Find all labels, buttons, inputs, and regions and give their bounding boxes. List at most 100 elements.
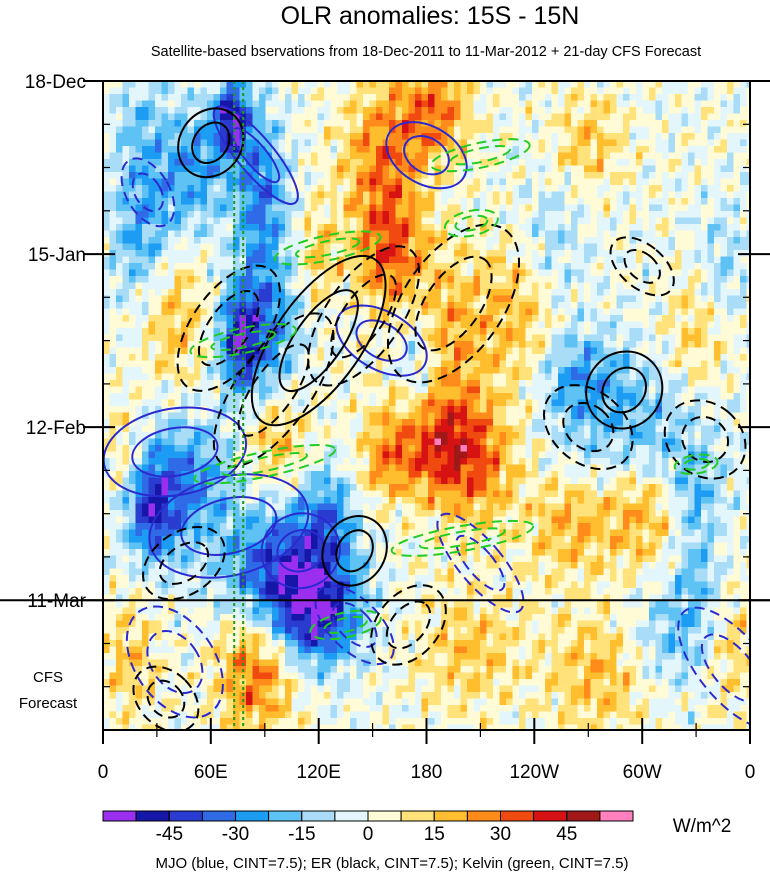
field-cell [486, 204, 494, 212]
field-cell [662, 159, 670, 167]
field-cell [486, 120, 494, 128]
field-cell [571, 113, 579, 121]
field-cell [311, 165, 319, 173]
field-cell [155, 126, 163, 134]
field-cell [740, 224, 748, 232]
field-cell [525, 386, 533, 394]
field-cell [467, 282, 475, 290]
field-cell [363, 178, 371, 186]
field-cell [493, 191, 501, 199]
field-cell [428, 198, 436, 206]
field-cell [317, 211, 325, 219]
field-cell [330, 100, 338, 108]
field-cell [434, 367, 442, 375]
field-cell [486, 341, 494, 349]
field-cell [558, 191, 566, 199]
field-cell [174, 373, 182, 381]
field-cell [200, 282, 208, 290]
field-cell [421, 87, 429, 95]
field-cell [558, 393, 566, 401]
field-cell [733, 178, 741, 186]
field-cell [395, 230, 403, 238]
field-cell [564, 172, 572, 180]
field-cell [740, 191, 748, 199]
field-cell [740, 230, 748, 238]
field-cell [551, 341, 559, 349]
field-cell [350, 380, 358, 388]
field-cell [402, 211, 410, 219]
field-cell [519, 282, 527, 290]
field-cell [447, 185, 455, 193]
field-cell [746, 211, 750, 219]
field-cell [285, 224, 293, 232]
field-cell [259, 282, 267, 290]
field-cell [434, 94, 442, 102]
field-cell [694, 347, 702, 355]
field-cell [174, 133, 182, 141]
field-cell [746, 373, 750, 381]
field-cell [740, 87, 748, 95]
field-cell [291, 250, 299, 258]
field-cell [746, 237, 750, 245]
field-cell [740, 237, 748, 245]
field-cell [460, 373, 468, 381]
field-cell [733, 250, 741, 258]
field-cell [415, 399, 423, 407]
field-cell [740, 282, 748, 290]
field-cell [655, 139, 663, 147]
field-cell [629, 139, 637, 147]
field-cell [291, 224, 299, 232]
field-cell [408, 243, 416, 251]
field-cell [740, 360, 748, 368]
field-cell [668, 243, 676, 251]
field-cell [200, 120, 208, 128]
field-cell [668, 269, 676, 277]
field-cell [480, 100, 488, 108]
field-cell [538, 373, 546, 381]
field-cell [324, 263, 332, 271]
field-cell [447, 328, 455, 336]
field-cell [278, 191, 286, 199]
field-cell [512, 289, 520, 297]
field-cell [551, 159, 559, 167]
field-cell [291, 94, 299, 102]
field-cell [291, 126, 299, 134]
field-cell [447, 146, 455, 154]
field-cell [207, 308, 215, 316]
field-cell [694, 94, 702, 102]
field-cell [467, 263, 475, 271]
field-cell [720, 256, 728, 264]
field-cell [259, 399, 267, 407]
field-cell [603, 276, 611, 284]
field-cell [298, 81, 306, 89]
field-cell [200, 380, 208, 388]
field-cell [298, 263, 306, 271]
field-cell [122, 243, 130, 251]
field-cell [174, 152, 182, 160]
field-cell [382, 224, 390, 232]
field-cell [584, 243, 592, 251]
field-cell [727, 250, 735, 258]
field-cell [551, 269, 559, 277]
field-cell [395, 191, 403, 199]
field-cell [428, 146, 436, 154]
field-cell [363, 328, 371, 336]
field-cell [304, 211, 312, 219]
field-cell [174, 282, 182, 290]
field-cell [226, 113, 234, 121]
field-cell [480, 393, 488, 401]
field-cell [324, 198, 332, 206]
field-cell [369, 230, 377, 238]
field-cell [525, 315, 533, 323]
field-cell [538, 334, 546, 342]
field-cell [246, 133, 254, 141]
field-cell [649, 126, 657, 134]
field-cell [571, 87, 579, 95]
field-cell [564, 308, 572, 316]
field-cell [655, 393, 663, 401]
field-cell [200, 100, 208, 108]
field-cell [194, 139, 202, 147]
field-cell [324, 367, 332, 375]
field-cell [610, 334, 618, 342]
